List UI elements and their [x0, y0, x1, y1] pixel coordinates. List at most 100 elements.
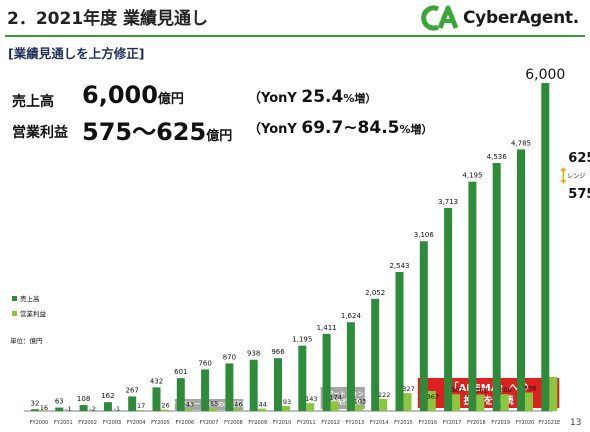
- x-tick-label: FY2018: [467, 420, 486, 426]
- revenue-bar: [249, 359, 258, 411]
- x-tick-label: FY2003: [103, 420, 122, 426]
- revenue-bar: [201, 369, 210, 411]
- x-tick-label: FY2000: [30, 420, 49, 426]
- revenue-data-label: 601: [174, 368, 187, 376]
- x-tick-label: FY2008: [224, 420, 243, 426]
- legend-label-profit: 営業利益: [20, 309, 47, 318]
- profit-bar: [525, 392, 533, 411]
- header-rule: [5, 35, 585, 37]
- page-title: 2．2021年度 業績見通し: [7, 9, 209, 29]
- profit-data-label: 174: [329, 393, 341, 401]
- profit-bar: [379, 398, 388, 411]
- revenue-bar: [128, 396, 137, 411]
- legend-swatch-profit: [12, 311, 17, 316]
- revenue-bar: [298, 345, 307, 411]
- profit-bar: [476, 394, 485, 411]
- revenue-data-label: 2,052: [365, 289, 385, 297]
- x-tick-label: FY2007: [200, 420, 219, 426]
- profit-data-label: 55: [210, 400, 218, 408]
- revenue-bar: [541, 83, 550, 411]
- profit-data-label: 17: [137, 402, 145, 410]
- revenue-data-label: 108: [77, 395, 90, 403]
- revenue-bar: [103, 402, 112, 411]
- profit-data-label: 327: [402, 385, 414, 393]
- x-tick-label: FY2004: [127, 420, 146, 426]
- legend-label-revenue: 売上高: [20, 294, 40, 303]
- revenue-data-label: 4,195: [462, 172, 482, 180]
- profit-bar: [136, 410, 145, 411]
- range-arrow-up-icon: [560, 167, 567, 171]
- profit-data-label: 338: [524, 385, 536, 393]
- revenue-data-label: 432: [150, 377, 163, 385]
- revenue-bar: [444, 208, 453, 411]
- revenue-data-label: 63: [55, 398, 64, 406]
- revenue-yoy: （YonY 25.4%増）: [248, 87, 376, 107]
- logo-text: CyberAgent.: [463, 8, 579, 28]
- x-tick-label: FY2006: [175, 420, 194, 426]
- profit-range-high-label: 625: [568, 151, 590, 166]
- profit-bar: [160, 409, 169, 411]
- revenue-data-label: 1,411: [317, 324, 337, 332]
- profit-data-label: 16: [40, 404, 48, 412]
- profit-yoy-value: 69.7~84.5: [301, 118, 400, 138]
- profit-data-label: 44: [259, 401, 267, 409]
- profit-range-low-label: 575: [568, 187, 590, 202]
- profit-data-label: -1: [114, 405, 120, 413]
- revenue-bar: [468, 181, 477, 411]
- profit-bar: [330, 401, 339, 411]
- profit-data-label: 301: [475, 387, 487, 395]
- revenue-data-label: 1,195: [292, 336, 312, 344]
- revenue-bar: [322, 333, 331, 411]
- revenue-data-label: 3,106: [414, 231, 435, 239]
- profit-bar: [282, 405, 290, 411]
- x-tick-label: FY2014: [370, 420, 389, 426]
- x-tick-label: FY2012: [321, 420, 340, 426]
- x-tick-label: FY2002: [78, 420, 97, 426]
- profit-bar: [257, 408, 266, 411]
- revenue-data-label: 3,713: [438, 198, 458, 206]
- profit-data-label: 103: [354, 397, 366, 405]
- profit-data-label: 222: [378, 391, 390, 399]
- revenue-bar: [371, 298, 380, 411]
- x-tick-label: FY2020: [516, 420, 535, 426]
- x-tick-label: FY2010: [273, 420, 292, 426]
- revenue-value-number: 6,000: [82, 81, 158, 109]
- x-tick-label: FY2019: [491, 420, 510, 426]
- revenue-yoy-suffix: %増）: [343, 92, 377, 105]
- revenue-unit: 億円: [157, 92, 184, 107]
- profit-bar: [549, 376, 558, 411]
- x-tick-label: FY2015: [394, 420, 413, 426]
- revenue-value: 6,000億円: [82, 81, 184, 109]
- logo-mark-icon: [421, 5, 459, 31]
- profit-data-label: 26: [161, 402, 169, 410]
- revenue-data-label: 162: [101, 392, 114, 400]
- profit-bar: [306, 403, 315, 411]
- annotation-box: [417, 378, 560, 408]
- legend-swatch-revenue: [12, 296, 17, 301]
- profit-bar: [233, 408, 242, 411]
- profit-unit: 億円: [206, 129, 233, 144]
- revenue-bar: [55, 407, 64, 411]
- profit-data-label: 308: [499, 386, 511, 394]
- profit-data-label: 43: [186, 401, 194, 409]
- profit-bar: [354, 405, 363, 411]
- x-tick-label: FY2021E: [538, 420, 560, 426]
- revenue-bar: [225, 363, 234, 411]
- profit-bar: [209, 407, 218, 411]
- revenue-bar: [395, 271, 404, 411]
- revenue-data-label: 938: [247, 350, 260, 358]
- revenue-bar: [274, 358, 282, 411]
- annotation-text: スマートフォン: [322, 391, 364, 398]
- revenue-bar: [346, 322, 355, 411]
- revenue-data-label: 966: [271, 348, 285, 356]
- revenue-data-label: 4,536: [487, 153, 508, 161]
- revenue-data-label: 2,543: [389, 262, 409, 270]
- x-tick-label: FY2009: [248, 420, 267, 426]
- profit-data-label: 367: [427, 393, 439, 401]
- profit-bar: [427, 390, 436, 411]
- profit-data-label: 46: [234, 400, 242, 408]
- profit-bar: [403, 393, 412, 411]
- revenue-bar: [152, 387, 161, 411]
- x-tick-label: FY2011: [297, 420, 316, 426]
- cyberagent-logo: CyberAgent.: [421, 3, 579, 33]
